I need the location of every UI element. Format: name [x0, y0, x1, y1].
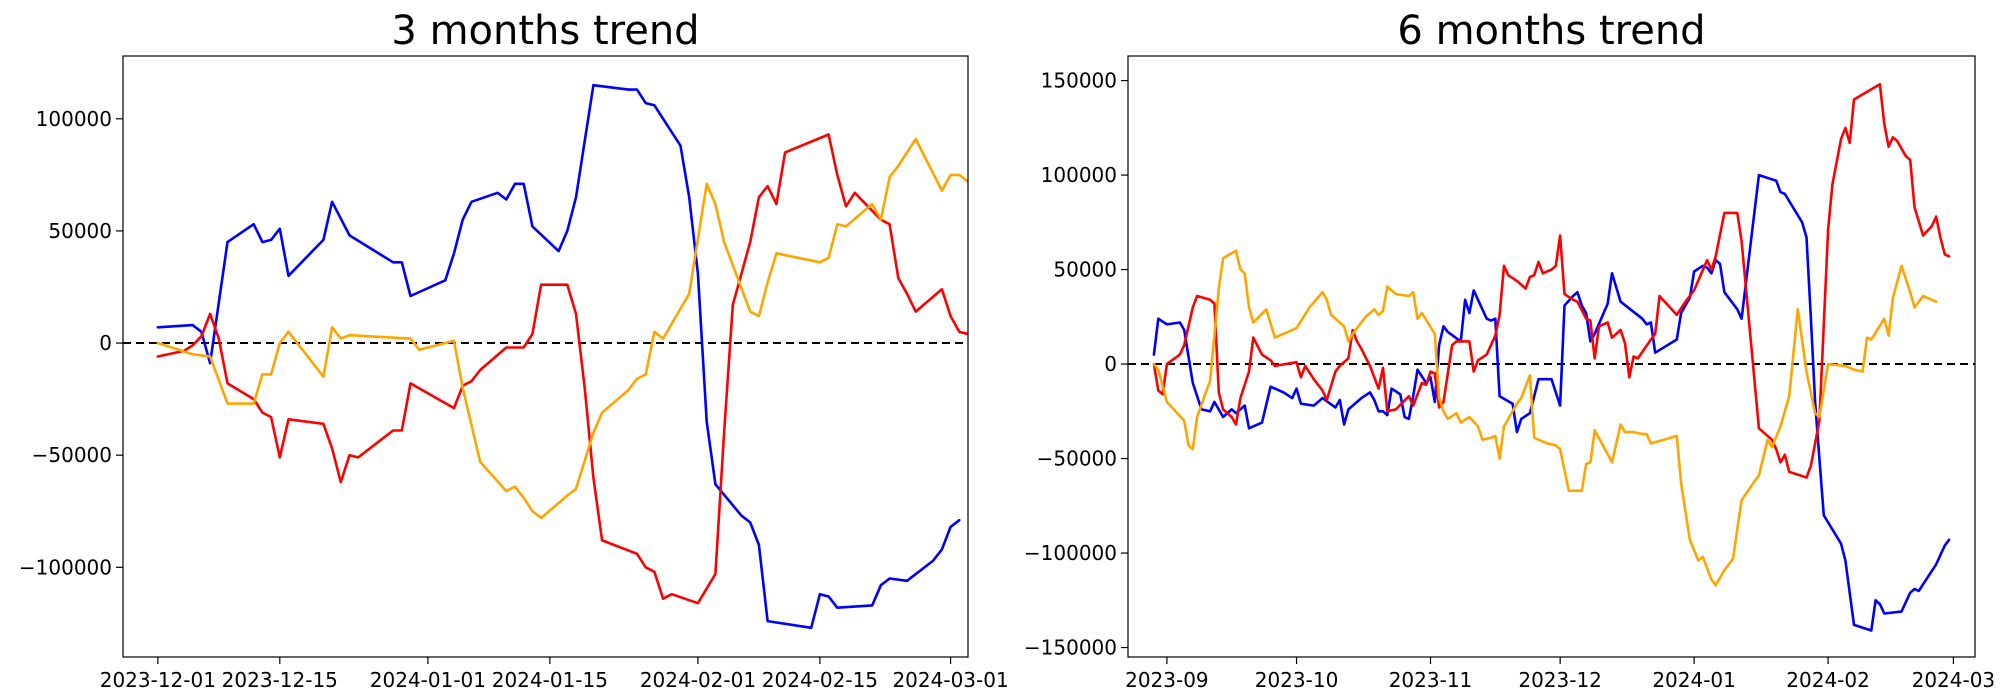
x-tick-label: 2023-12-15: [222, 668, 338, 692]
x-tick-label: 2024-02-01: [640, 668, 756, 692]
chart-title: 3 months trend: [391, 8, 699, 54]
x-tick-label: 2023-10: [1255, 668, 1339, 692]
y-tick-label: 100000: [1041, 163, 1117, 187]
y-tick-label: 150000: [1041, 69, 1117, 93]
x-tick-label: 2023-12: [1518, 668, 1602, 692]
x-tick-label: 2023-09: [1125, 668, 1209, 692]
y-tick-label: 50000: [1053, 258, 1117, 282]
x-tick-label: 2024-03-01: [892, 668, 1008, 692]
x-tick-label: 2024-01-15: [492, 668, 608, 692]
x-tick-label: 2024-03: [1912, 668, 1996, 692]
y-tick-label: 50000: [48, 219, 112, 243]
y-tick-label: 100000: [36, 107, 112, 131]
y-tick-label: 0: [99, 331, 112, 355]
y-tick-label: −50000: [1037, 447, 1117, 471]
y-tick-label: −150000: [1024, 636, 1117, 660]
series-line-1: [1152, 83, 1951, 479]
chart-title: 6 months trend: [1397, 8, 1705, 54]
series-line-2: [156, 137, 968, 520]
y-tick-label: −100000: [19, 555, 112, 579]
series-line-0: [156, 83, 961, 630]
x-tick-label: 2024-01-01: [370, 668, 486, 692]
y-tick-label: 0: [1104, 352, 1117, 376]
chart-6m: 6 months trend −150000 −100000 −50000 0 50000…: [1024, 8, 1995, 692]
chart-3m: 3 months trend −100000 −50000 0 50000 100000 2…: [19, 8, 1009, 692]
y-tick-label: −50000: [32, 443, 112, 467]
x-tick-label: 2024-02-15: [762, 668, 878, 692]
series-line-0: [1152, 173, 1951, 632]
series-line-2: [1152, 249, 1938, 587]
series-line-1: [156, 133, 968, 605]
x-tick-label: 2024-02: [1786, 668, 1870, 692]
x-tick-label: 2024-01: [1652, 668, 1736, 692]
y-tick-label: −100000: [1024, 541, 1117, 565]
x-tick-label: 2023-11: [1389, 668, 1473, 692]
plot-frame: [122, 55, 969, 658]
plot-frame: [1127, 55, 1976, 658]
x-tick-label: 2023-12-01: [100, 668, 216, 692]
